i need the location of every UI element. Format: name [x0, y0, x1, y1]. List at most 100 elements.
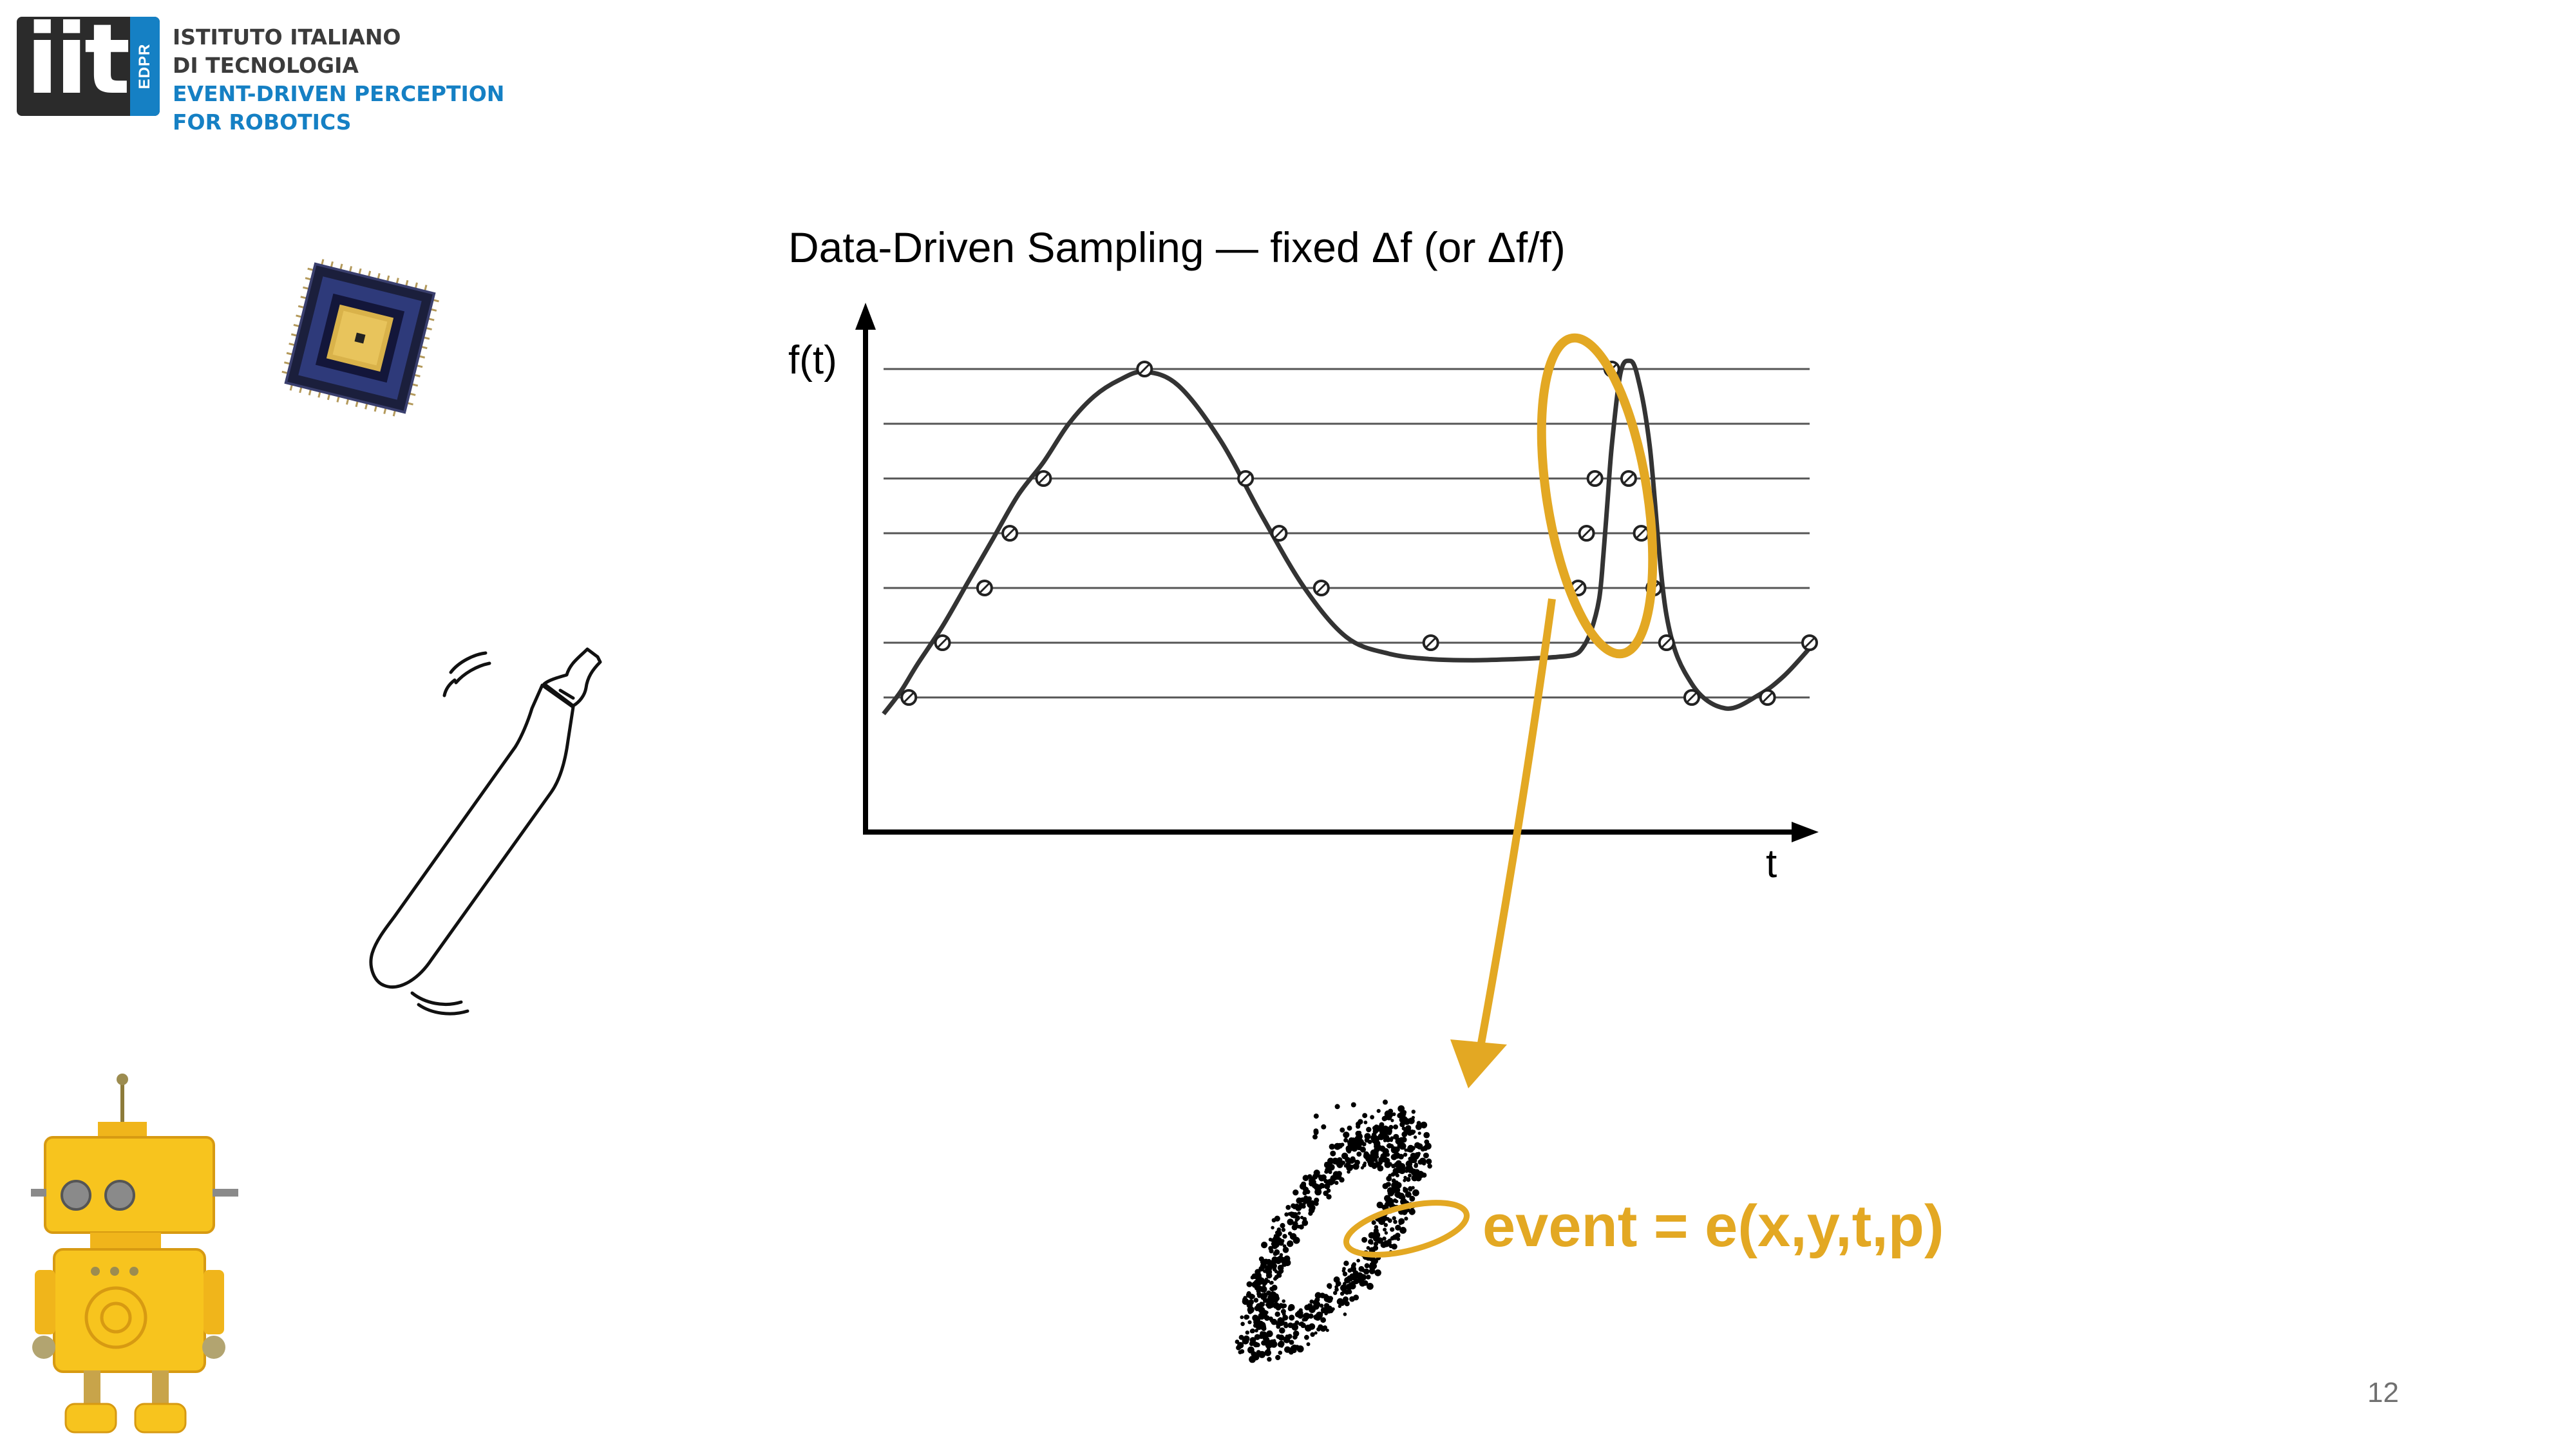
event-dot [1383, 1134, 1390, 1141]
event-dot [1319, 1303, 1324, 1308]
event-dot [1338, 1304, 1341, 1309]
event-highlight-ellipse [1343, 1200, 1470, 1258]
event-dot [1279, 1253, 1283, 1257]
event-dot [1309, 1299, 1314, 1304]
event-dot [1390, 1172, 1396, 1177]
event-dot [1274, 1311, 1280, 1317]
signal-curve [882, 358, 1812, 715]
event-dot [1347, 1268, 1352, 1273]
event-dot [1269, 1287, 1274, 1291]
highlight-ellipse [1537, 333, 1658, 659]
event-dot [1403, 1175, 1407, 1180]
event-dot [1259, 1302, 1263, 1305]
y-axis-label: f(t) [788, 338, 837, 383]
event-dot [1258, 1321, 1266, 1329]
event-dot [1398, 1218, 1405, 1225]
event-dot [1405, 1160, 1413, 1168]
event-dot [1396, 1237, 1401, 1241]
event-dot [1265, 1303, 1269, 1307]
event-dot [1408, 1173, 1412, 1178]
event-dot [1414, 1162, 1418, 1167]
event-dot [1314, 1331, 1318, 1335]
event-dot [1350, 1102, 1356, 1108]
event-dot [1358, 1265, 1365, 1272]
event-dot [1359, 1147, 1363, 1151]
event-dot [1314, 1292, 1321, 1299]
robot-icon [31, 1074, 238, 1434]
logo-text: iit [26, 4, 131, 116]
event-dot [1343, 1137, 1349, 1143]
event-dot [1324, 1162, 1328, 1166]
event-dot [1249, 1337, 1256, 1343]
event-dot [1283, 1259, 1291, 1267]
event-dot [1426, 1158, 1432, 1165]
event-dot [1416, 1121, 1421, 1126]
sample-point [934, 634, 951, 651]
event-dot [1291, 1323, 1295, 1327]
event-dot [1329, 1143, 1335, 1150]
event-dot [1399, 1227, 1407, 1234]
event-dot [1328, 1170, 1332, 1174]
event-dot [1364, 1133, 1370, 1139]
event-dot [1276, 1334, 1281, 1340]
sample-point [1422, 634, 1439, 651]
event-dot [1374, 1124, 1379, 1130]
event-dot [1362, 1280, 1368, 1286]
event-dot [1312, 1134, 1318, 1140]
event-dot [1374, 1150, 1379, 1155]
event-dot [1375, 1148, 1379, 1151]
event-dot [1244, 1340, 1249, 1344]
event-dot [1404, 1148, 1408, 1152]
event-dot [1262, 1283, 1266, 1287]
event-dot [1312, 1180, 1316, 1184]
event-dot [1283, 1323, 1289, 1329]
event-dot [1292, 1221, 1298, 1227]
event-dot [1419, 1157, 1426, 1165]
event-dot [1364, 1263, 1370, 1269]
event-dot [1268, 1237, 1273, 1242]
event-dot [1340, 1127, 1345, 1133]
event-dot [1320, 1183, 1325, 1189]
event-dot [1296, 1197, 1303, 1204]
event-dot [1382, 1126, 1390, 1133]
event-dot [1254, 1342, 1260, 1348]
event-dot [1372, 1155, 1377, 1160]
event-dot [1238, 1334, 1244, 1340]
event-dot [1256, 1288, 1261, 1294]
event-dot [1275, 1258, 1282, 1265]
sample-points [900, 361, 1818, 706]
event-dot [1372, 1258, 1378, 1264]
event-dot [1263, 1314, 1268, 1320]
event-dot [1248, 1349, 1253, 1354]
event-dot [1417, 1132, 1421, 1135]
event-dot [1389, 1189, 1394, 1194]
event-dot [1269, 1281, 1273, 1285]
event-dot [1379, 1122, 1385, 1128]
event-dot [1363, 1276, 1367, 1280]
sample-point [1658, 634, 1675, 651]
event-dot [1393, 1133, 1399, 1140]
edpr-badge: EDPR [130, 17, 160, 116]
event-dot [1304, 1334, 1309, 1340]
event-dot [1424, 1139, 1430, 1145]
event-dot [1346, 1148, 1350, 1153]
event-dot [1336, 1298, 1344, 1305]
event-dot [1366, 1126, 1372, 1133]
event-dot [1293, 1334, 1298, 1340]
event-dot [1249, 1356, 1256, 1363]
sample-point [1586, 470, 1604, 487]
event-dot [1356, 1142, 1362, 1148]
event-dot [1367, 1283, 1374, 1290]
event-dot [1305, 1189, 1311, 1195]
event-dot [1264, 1277, 1268, 1281]
event-dot [1349, 1274, 1354, 1280]
event-dot [1297, 1211, 1301, 1215]
page-number: 12 [2367, 1377, 2399, 1408]
event-dot [1362, 1113, 1368, 1119]
sample-point [1237, 470, 1255, 487]
event-dot [1262, 1310, 1268, 1315]
event-dot [1340, 1142, 1345, 1147]
event-dot [1383, 1240, 1390, 1247]
event-dot [1247, 1309, 1253, 1314]
